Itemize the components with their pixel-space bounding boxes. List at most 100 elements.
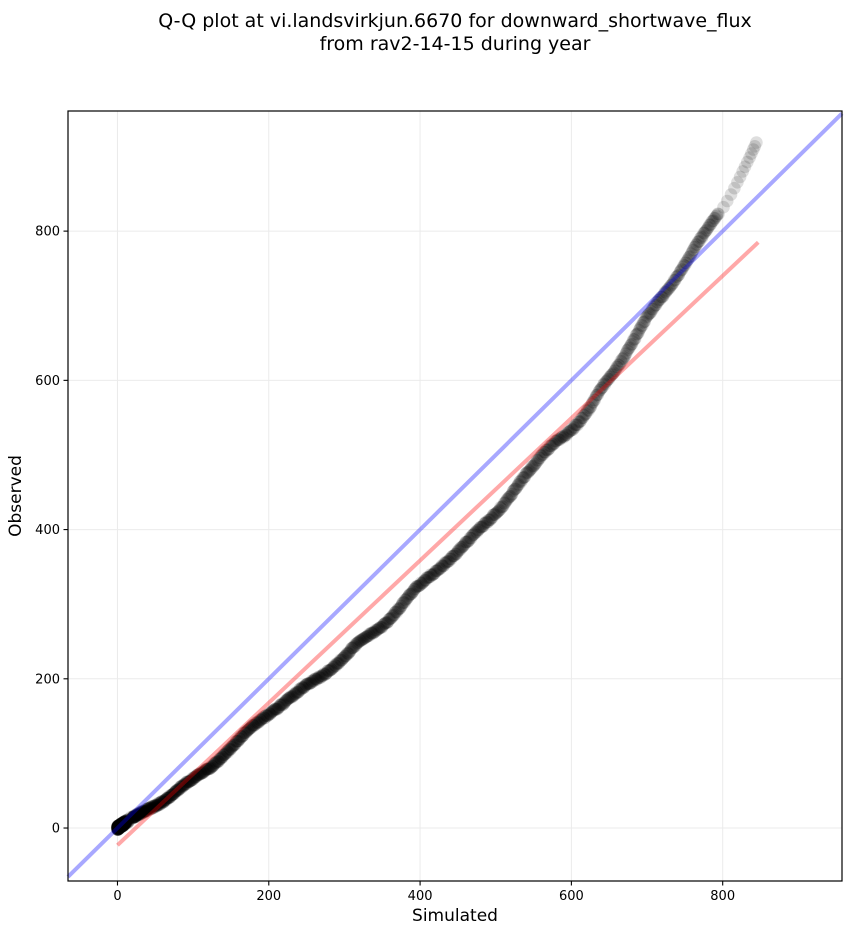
quantile-point — [579, 407, 592, 421]
quantile-point — [641, 308, 655, 322]
quantile-point — [689, 240, 702, 254]
quantile-point — [143, 801, 157, 814]
quantile-point — [118, 817, 131, 830]
quantile-point — [204, 761, 217, 775]
quantile-point — [133, 806, 146, 820]
quantile-point — [295, 681, 309, 694]
quantile-point — [464, 532, 478, 545]
quantile-point — [448, 549, 461, 562]
quantile-point — [199, 763, 213, 776]
quantile-point — [175, 779, 188, 793]
quantile-point — [202, 762, 215, 776]
quantile-point — [112, 820, 125, 833]
quantile-point — [134, 807, 147, 821]
quantile-point — [119, 816, 132, 829]
quantile-point — [423, 570, 437, 584]
quantile-point — [595, 381, 609, 395]
quantile-point — [117, 818, 131, 832]
quantile-point — [113, 818, 127, 832]
quantile-point — [525, 460, 538, 473]
quantile-point — [356, 632, 370, 646]
quantile-point — [616, 352, 630, 366]
quantile-point — [186, 773, 199, 787]
quantile-point — [483, 513, 497, 527]
quantile-point — [330, 657, 343, 670]
quantile-point — [354, 634, 367, 647]
quantile-point — [361, 629, 374, 643]
quantile-point — [187, 772, 200, 786]
quantile-point — [176, 779, 189, 793]
quantile-point — [128, 809, 141, 822]
quantile-point — [244, 720, 258, 734]
quantile-point — [458, 537, 472, 551]
quantile-point — [111, 823, 124, 836]
quantile-point — [158, 793, 172, 807]
quantile-point — [387, 608, 401, 621]
quantile-point — [132, 808, 145, 822]
quantile-point — [258, 711, 271, 725]
quantile-point — [341, 646, 354, 660]
quantile-point — [705, 215, 719, 228]
quantile-point — [266, 704, 280, 717]
quantile-point — [134, 807, 148, 820]
quantile-point — [475, 520, 488, 534]
quantile-point — [113, 818, 127, 831]
quantile-point — [690, 238, 704, 251]
quantile-point — [260, 709, 274, 722]
quantile-point — [433, 562, 447, 576]
quantile-point — [405, 587, 419, 600]
quantile-point — [251, 716, 265, 729]
quantile-point — [492, 504, 506, 517]
quantile-point — [335, 653, 348, 667]
x-axis-label: Simulated — [412, 906, 498, 926]
quantile-point — [666, 277, 679, 291]
quantile-point — [163, 791, 176, 805]
quantile-point — [112, 820, 125, 834]
quantile-point — [276, 698, 289, 712]
quantile-point — [590, 389, 603, 402]
quantile-point — [630, 327, 644, 341]
quantile-point — [262, 708, 275, 722]
quantile-point — [532, 453, 545, 467]
quantile-point — [115, 818, 128, 831]
quantile-point — [411, 579, 424, 593]
quantile-point — [702, 221, 715, 234]
quantile-point — [238, 726, 252, 739]
quantile-point — [697, 226, 710, 240]
quantile-point — [416, 576, 430, 589]
quantile-point — [147, 800, 161, 813]
quantile-point — [116, 817, 130, 831]
quantile-point — [379, 616, 392, 630]
quantile-point — [650, 296, 664, 309]
quantile-point — [253, 713, 267, 727]
quantile-point — [380, 616, 394, 630]
quantile-point — [645, 302, 659, 316]
quantile-point — [245, 721, 258, 734]
quantile-point — [221, 745, 235, 759]
quantile-point — [628, 332, 642, 345]
quantile-point — [116, 819, 130, 832]
quantile-point — [116, 819, 130, 833]
quantile-point — [114, 818, 128, 831]
quantile-point — [150, 799, 163, 813]
quantile-point — [383, 612, 396, 626]
quantile-point — [352, 635, 366, 649]
quantile-point — [395, 599, 409, 612]
quantile-point — [118, 815, 131, 829]
quantile-point — [707, 214, 720, 227]
quantile-point — [262, 707, 276, 720]
quantile-point — [365, 626, 379, 640]
quantile-point — [562, 426, 575, 439]
quantile-point — [257, 711, 270, 724]
quantile-point — [116, 819, 130, 833]
quantile-point — [434, 560, 448, 574]
quantile-point — [551, 433, 564, 446]
quantile-point — [173, 783, 186, 796]
quantile-point — [117, 816, 131, 830]
quantile-point — [115, 818, 128, 832]
quantile-point — [699, 224, 713, 237]
quantile-point — [658, 285, 672, 299]
quantile-point — [269, 702, 283, 715]
quantile-point — [240, 724, 254, 737]
quantile-point — [284, 691, 298, 704]
